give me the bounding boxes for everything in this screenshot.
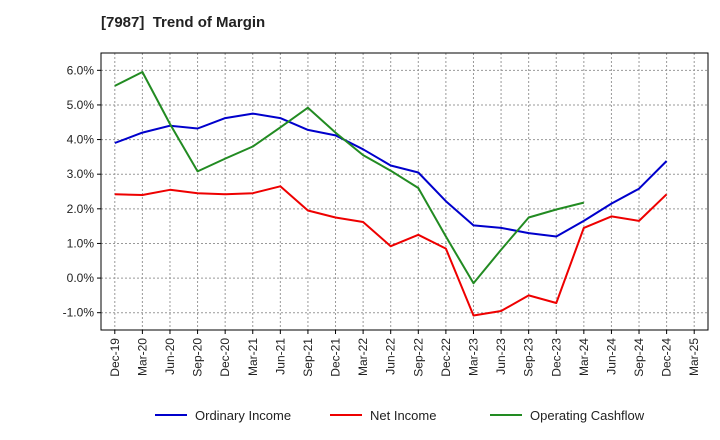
x-tick-label: Dec-21 (329, 338, 343, 377)
y-axis-ticks: -1.0% 0.0% 1.0% 2.0% 3.0% 4.0% 5.0% 6.0% (63, 63, 101, 320)
x-tick-label: Mar-25 (687, 338, 701, 376)
x-tick-label: Sep-24 (632, 338, 646, 377)
x-tick-label: Jun-22 (384, 338, 398, 375)
x-tick-label: Dec-19 (108, 338, 122, 377)
x-tick-label: Dec-22 (439, 338, 453, 377)
x-tick-label: Mar-20 (135, 338, 149, 376)
y-tick-label: 2.0% (67, 202, 95, 216)
x-tick-label: Sep-21 (301, 338, 315, 377)
x-tick-label: Sep-23 (522, 338, 536, 377)
x-tick-label: Sep-22 (411, 338, 425, 377)
y-tick-label: 4.0% (67, 133, 95, 147)
y-tick-label: 3.0% (67, 167, 95, 181)
series-line-1 (114, 112, 668, 238)
x-axis-ticks: Dec-19 Mar-20 Jun-20 Sep-20 Dec-20 Mar-21 Jun-… (108, 330, 701, 377)
legend-label: Net Income (370, 408, 436, 423)
x-tick-label: Mar-24 (577, 338, 591, 376)
x-tick-label: Jun-20 (163, 338, 177, 375)
x-tick-label: Jun-21 (273, 338, 287, 375)
series-line-2 (114, 185, 668, 317)
x-tick-label: Dec-24 (660, 338, 674, 377)
y-tick-label: 1.0% (67, 236, 95, 250)
legend-label: Ordinary Income (195, 408, 291, 423)
grid-lines (101, 53, 708, 330)
x-tick-label: Sep-20 (191, 338, 205, 377)
x-tick-label: Mar-22 (356, 338, 370, 376)
x-tick-label: Dec-20 (218, 338, 232, 377)
x-tick-label: Jun-23 (494, 338, 508, 375)
x-tick-label: Mar-23 (466, 338, 480, 376)
y-tick-label: -1.0% (63, 306, 95, 320)
x-tick-label: Dec-23 (549, 338, 563, 377)
y-tick-label: 0.0% (67, 271, 95, 285)
series-lines (114, 71, 668, 317)
x-tick-label: Mar-21 (246, 338, 260, 376)
plot-area-frame (100, 52, 709, 331)
series-line-3 (114, 71, 585, 285)
legend-label: Operating Cashflow (530, 408, 645, 423)
y-tick-label: 5.0% (67, 98, 95, 112)
legend: Ordinary Income Net Income Operating Cashf… (155, 408, 645, 423)
x-tick-label: Jun-24 (604, 338, 618, 375)
y-tick-label: 6.0% (67, 63, 95, 77)
chart-title: [7987] Trend of Margin (101, 14, 266, 31)
